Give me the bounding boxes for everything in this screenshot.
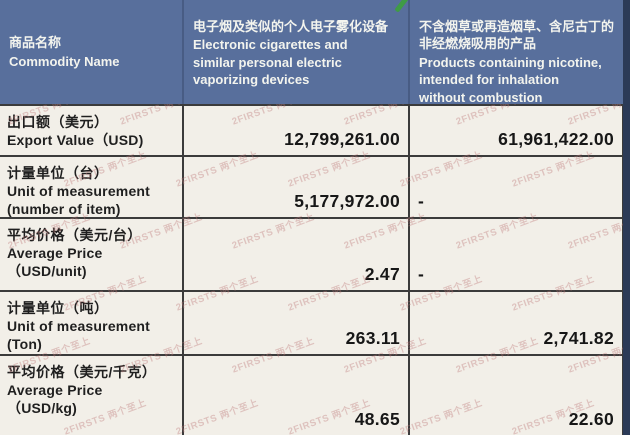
- row-label-en: Unit of measurement (number of item): [7, 183, 151, 217]
- value-cell-ecig-export-value: 12,799,261.00: [182, 104, 408, 155]
- value-cell-nicotine-avg-price-kg: 22.60: [408, 354, 624, 435]
- row-label-en: Export Value（USD): [7, 132, 144, 149]
- value-cell-ecig-unit-ton: 263.11: [182, 290, 408, 354]
- value-text: 2.47: [364, 264, 400, 284]
- row-label-avg-price-kg: 平均价格（美元/千克） Average Price （USD/kg): [0, 354, 182, 435]
- header-ecig-en: Electronic cigarettes and similar person…: [193, 37, 348, 88]
- value-cell-ecig-unit-items: 5,177,972.00: [182, 155, 408, 217]
- header-nicotine-zh: 不含烟草或再造烟草、含尼古丁的 非经燃烧吸用的产品: [419, 19, 615, 52]
- value-text: 2,741.82: [543, 328, 614, 348]
- value-cell-nicotine-export-value: 61,961,422.00: [408, 104, 624, 155]
- row-label-zh: 出口额（美元）: [7, 114, 109, 130]
- row-label-avg-price-unit: 平均价格（美元/台） Average Price （USD/unit): [0, 217, 182, 290]
- value-cell-nicotine-avg-price-unit: -: [408, 217, 624, 290]
- row-label-en: Average Price （USD/kg): [7, 382, 103, 417]
- header-cell-commodity-name: 商品名称 Commodity Name: [0, 0, 182, 104]
- row-label-zh: 平均价格（美元/台）: [7, 227, 142, 243]
- row-label-en: Average Price （USD/unit): [7, 245, 103, 280]
- header-ecig-zh: 电子烟及类似的个人电子雾化设备: [193, 19, 389, 34]
- value-cell-nicotine-unit-items: -: [408, 155, 624, 217]
- value-text: 48.65: [354, 409, 400, 429]
- header-cell-nicotine-products: 不含烟草或再造烟草、含尼古丁的 非经燃烧吸用的产品 Products conta…: [408, 0, 624, 104]
- header-commodity-zh: 商品名称: [9, 35, 62, 51]
- right-edge-strip: [623, 0, 630, 435]
- row-label-zh: 计量单位（吨）: [7, 300, 109, 316]
- header-nicotine-en: Products containing nicotine, intended f…: [419, 54, 602, 104]
- row-label-zh: 计量单位（台）: [7, 165, 109, 181]
- value-cell-nicotine-unit-ton: 2,741.82: [408, 290, 624, 354]
- value-text: 263.11: [345, 328, 400, 348]
- row-label-unit-ton: 计量单位（吨） Unit of measurement (Ton): [0, 290, 182, 354]
- value-text: 22.60: [568, 409, 614, 429]
- value-text: -: [418, 191, 425, 211]
- value-cell-ecig-avg-price-unit: 2.47: [182, 217, 408, 290]
- value-text: 12,799,261.00: [284, 129, 400, 149]
- row-label-export-value: 出口额（美元） Export Value（USD): [0, 104, 182, 155]
- value-cell-ecig-avg-price-kg: 48.65: [182, 354, 408, 435]
- value-text: 5,177,972.00: [294, 191, 400, 211]
- header-cell-ecigarettes: 电子烟及类似的个人电子雾化设备 Electronic cigarettes an…: [182, 0, 408, 104]
- header-commodity-en: Commodity Name: [9, 53, 120, 69]
- value-text: -: [418, 264, 425, 284]
- value-text: 61,961,422.00: [498, 129, 614, 149]
- row-label-zh: 平均价格（美元/千克）: [7, 364, 157, 380]
- row-label-unit-items: 计量单位（台） Unit of measurement (number of i…: [0, 155, 182, 217]
- row-label-en: Unit of measurement (Ton): [7, 318, 151, 353]
